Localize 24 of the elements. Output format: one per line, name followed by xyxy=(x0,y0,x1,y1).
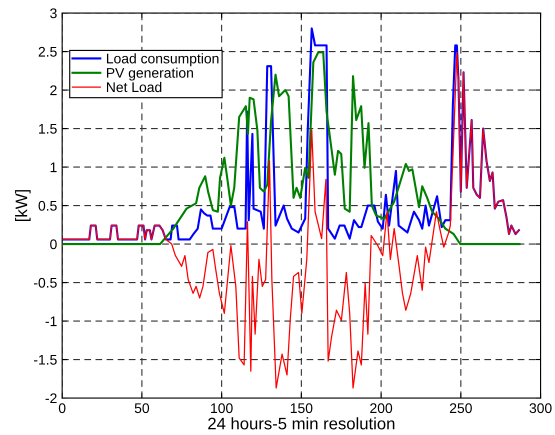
x-axis-title: 24 hours-5 min resolution xyxy=(208,417,394,430)
y-tick-label: 2 xyxy=(50,85,57,96)
y-tick-label: -1.5 xyxy=(34,355,57,365)
legend-label: PV generation xyxy=(106,68,193,81)
x-tick-label: 300 xyxy=(530,403,552,414)
x-tick-label: 150 xyxy=(290,403,312,414)
y-tick-label: 0 xyxy=(50,239,57,250)
y-tick-label: 0.5 xyxy=(38,200,57,211)
x-tick-label: 50 xyxy=(134,403,150,414)
x-tick-label: 200 xyxy=(370,403,392,414)
y-tick-label: -2 xyxy=(46,393,57,404)
legend-label: Net Load xyxy=(106,82,162,92)
y-tick-label: -0.5 xyxy=(34,278,57,288)
y-tick-label: 2.5 xyxy=(38,46,57,57)
y-tick-label: 1.5 xyxy=(39,124,57,134)
y-axis-title: [kW] xyxy=(15,190,31,222)
legend-label: Load consumption xyxy=(106,53,218,66)
y-tick-label: -1 xyxy=(46,316,57,326)
y-tick-label: 1 xyxy=(50,162,57,172)
x-tick-label: 0 xyxy=(58,403,66,414)
y-tick-label: 3 xyxy=(50,8,57,18)
x-tick-label: 250 xyxy=(450,403,472,414)
x-tick-label: 100 xyxy=(211,403,233,414)
line-series xyxy=(62,52,520,389)
